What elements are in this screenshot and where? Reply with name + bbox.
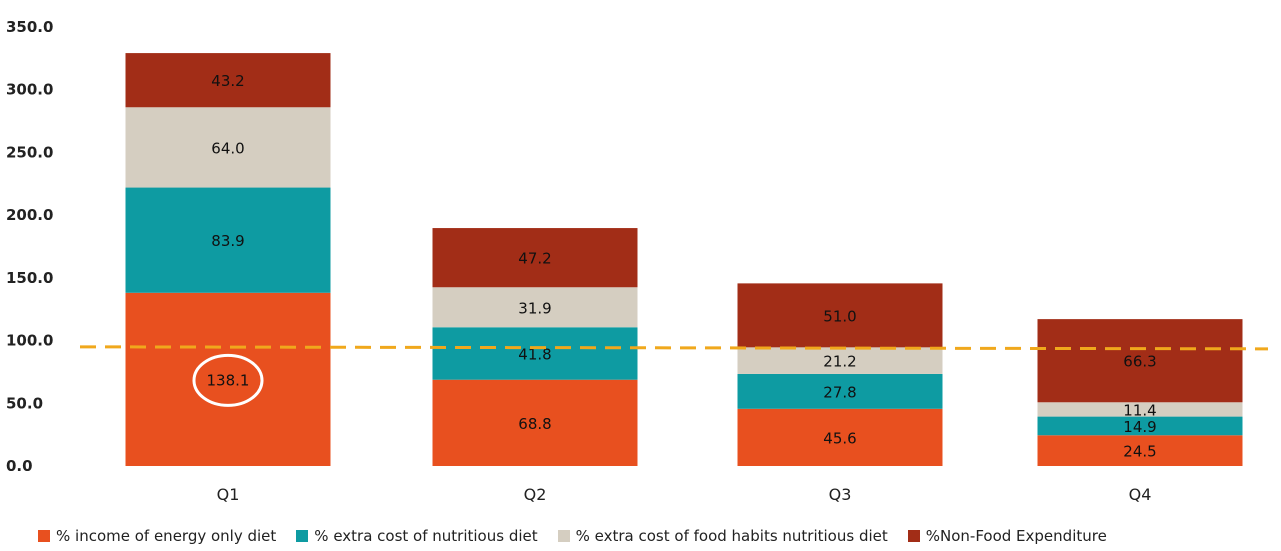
data-label: 11.4 (1123, 401, 1156, 419)
bar-segment (125, 107, 331, 188)
legend-label: %Non-Food Expenditure (925, 527, 1107, 545)
bar-segment (737, 347, 943, 374)
bars: 138.1 83.9 64.0 43.2 68.8 41.8 31.9 47.2 45.6 27.… (125, 53, 1243, 466)
bar-segment (125, 53, 331, 108)
legend-label: % extra cost of nutritious diet (314, 527, 538, 545)
data-label: 68.8 (518, 415, 551, 433)
data-label: 83.9 (211, 232, 244, 250)
bar-segment (737, 283, 943, 348)
bar-segment (1037, 402, 1243, 417)
y-tick-label: 300.0 (6, 81, 53, 99)
bar-segment (432, 287, 638, 328)
bar-segment (737, 373, 943, 409)
legend-swatch (296, 530, 309, 542)
bar-segment (125, 292, 331, 466)
legend-swatch (907, 530, 920, 542)
stacked-bar-chart: 0.0 50.0 100.0 150.0 200.0 250.0 300.0 350.0 13… (6, 18, 1269, 504)
reference-line (79, 345, 1269, 351)
data-label: 45.6 (823, 429, 856, 447)
data-label: 51.0 (823, 307, 856, 325)
y-tick-label: 0.0 (6, 457, 33, 475)
data-label: 27.8 (823, 383, 856, 401)
data-label: 66.3 (1123, 353, 1156, 371)
legend-swatch (38, 530, 50, 542)
y-tick-label: 200.0 (6, 206, 53, 224)
legend-item: % extra cost of food habits nutritious d… (557, 527, 888, 545)
legend-item: % extra cost of nutritious diet (296, 527, 538, 545)
bar-segment (432, 379, 638, 466)
highlight-circle (192, 353, 264, 407)
y-tick-label: 250.0 (6, 143, 53, 161)
bar-segment (1037, 435, 1243, 466)
x-category-label: Q2 (524, 485, 547, 504)
legend-item: %Non-Food Expenditure (907, 527, 1107, 545)
chart-legend: % income of energy only diet % extra cost… (38, 527, 1107, 545)
bar-segment (432, 228, 638, 288)
data-label: 138.1 (207, 371, 250, 389)
legend-label: % income of energy only diet (56, 527, 277, 545)
bar-segment (1037, 319, 1243, 403)
x-category-label: Q1 (217, 485, 240, 504)
y-tick-label: 350.0 (6, 18, 53, 36)
legend-swatch (557, 530, 570, 542)
legend-label: % extra cost of food habits nutritious d… (575, 527, 888, 545)
data-label: 14.9 (1123, 418, 1156, 436)
overlay (79, 345, 1269, 407)
x-category-label: Q4 (1129, 485, 1152, 504)
bar-segment (125, 187, 331, 293)
data-label: 43.2 (211, 72, 244, 90)
y-tick-label: 100.0 (6, 332, 53, 350)
x-category-label: Q3 (829, 485, 852, 504)
legend-item: % income of energy only diet (38, 527, 276, 545)
x-axis: Q1 Q2 Q3 Q4 (217, 485, 1152, 504)
data-label: 21.2 (823, 353, 856, 371)
data-label: 31.9 (518, 299, 551, 317)
y-axis: 0.0 50.0 100.0 150.0 200.0 250.0 300.0 350.0 (6, 18, 53, 475)
data-label: 64.0 (211, 139, 244, 157)
y-tick-label: 50.0 (6, 394, 43, 412)
bar-segment (1037, 416, 1243, 436)
data-label: 47.2 (518, 250, 551, 268)
bar-segment (432, 327, 638, 380)
y-tick-label: 150.0 (6, 269, 53, 287)
data-label: 24.5 (1123, 443, 1156, 461)
data-label: 41.8 (518, 345, 551, 363)
bar-segment (737, 408, 943, 466)
